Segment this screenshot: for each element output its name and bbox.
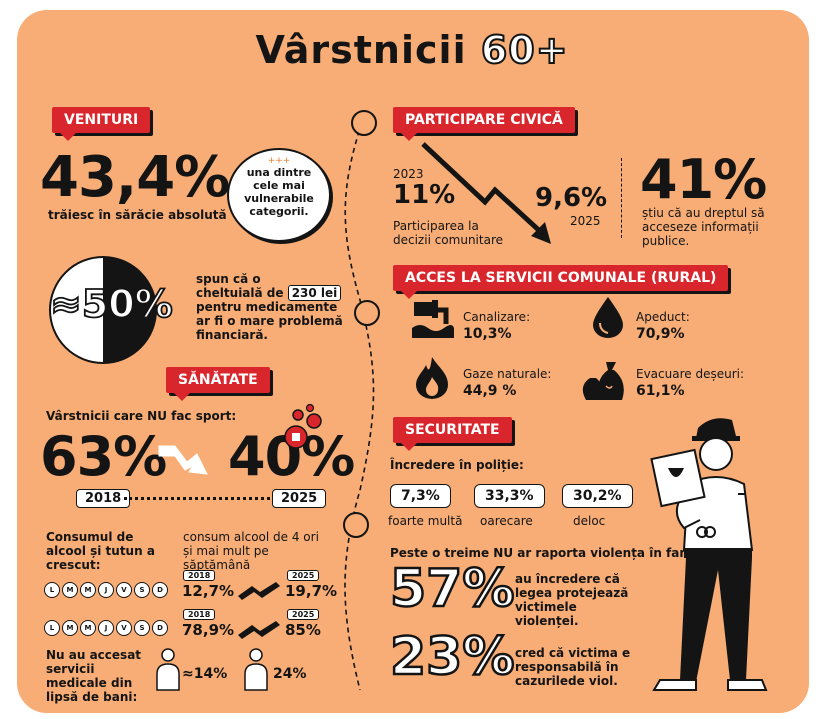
violence-label: Peste o treime NU ar raporta violența în… bbox=[390, 546, 717, 560]
day-icon: D bbox=[152, 582, 168, 598]
civic-desc: Participarea la decizii comunitare bbox=[393, 219, 503, 247]
weekdays-row-2: L M M J V S D bbox=[44, 620, 168, 636]
day-icon: M bbox=[80, 582, 96, 598]
pipe-icon bbox=[412, 300, 454, 338]
day-icon: V bbox=[116, 620, 132, 636]
service-value-deseuri: 61,1% bbox=[636, 383, 685, 399]
decline-arrow-icon bbox=[421, 142, 551, 244]
civic-value-2025: 9,6% bbox=[535, 183, 608, 213]
down-arrow-icon bbox=[158, 445, 208, 475]
police-trust-label: Încredere în poliție: bbox=[390, 458, 524, 472]
bubble-stars: +++ bbox=[267, 156, 291, 166]
person-icon bbox=[156, 648, 180, 691]
section-tag-sanatate: SĂNĂTATE bbox=[166, 367, 270, 401]
law-trust-desc: au încredere că legea protejează victime… bbox=[515, 572, 629, 628]
row2-year1: 2018 bbox=[183, 609, 216, 620]
pie-value: ≈50% bbox=[49, 281, 174, 327]
up-arrow-icon bbox=[238, 582, 280, 600]
person-icon bbox=[244, 648, 268, 691]
trust-label-high: foarte multă bbox=[388, 514, 463, 528]
row2-year2: 2025 bbox=[287, 609, 320, 620]
poverty-desc: trăiesc în sărăcie absolută bbox=[48, 208, 227, 222]
service-value-gaze: 44,9 % bbox=[463, 383, 517, 399]
day-icon: V bbox=[116, 582, 132, 598]
day-icon: L bbox=[44, 582, 60, 598]
sport-label: Vârstnicii care NU fac sport: bbox=[46, 409, 237, 423]
bubble-text: una dintre cele mai vulnerabile categori… bbox=[244, 166, 314, 218]
year-2025-badge: 2025 bbox=[272, 489, 327, 508]
law-trust-value: 57% bbox=[389, 559, 516, 619]
civic-year-2023: 2023 bbox=[393, 167, 424, 181]
timeline-node bbox=[351, 110, 377, 136]
day-icon: J bbox=[98, 582, 114, 598]
alcohol-label: Consumul de alcool și tutun a crescut: bbox=[46, 530, 155, 572]
police-officer-illustration bbox=[650, 418, 768, 691]
section-tag-participare: PARTICIPARE CIVICĂ bbox=[393, 107, 575, 141]
day-icon: S bbox=[134, 620, 150, 636]
service-name-canalizare: Canalizare: bbox=[463, 310, 531, 324]
day-icon: D bbox=[152, 620, 168, 636]
medicine-cost-text: spun că o cheltuială de 230 lei pentru m… bbox=[196, 272, 343, 342]
row1-year2: 2025 bbox=[287, 570, 320, 581]
up-arrow-icon bbox=[238, 621, 280, 639]
service-name-gaze: Gaze naturale: bbox=[463, 367, 552, 381]
day-icon: J bbox=[98, 620, 114, 636]
timeline-node bbox=[343, 512, 369, 538]
service-value-canalizare: 10,3% bbox=[463, 326, 512, 342]
year-2018-badge: 2018 bbox=[76, 489, 131, 508]
day-icon: S bbox=[134, 582, 150, 598]
timeline-node bbox=[354, 300, 380, 326]
trust-value-some: 33,3% bbox=[474, 484, 545, 508]
day-icon: L bbox=[44, 620, 60, 636]
weekdays-row-1: L M M J V S D bbox=[44, 582, 168, 598]
title-main: Vârstnicii bbox=[255, 28, 467, 72]
victim-blame-value: 23% bbox=[389, 627, 516, 687]
medical-value-1: ≈14% bbox=[182, 666, 228, 682]
likes-icon bbox=[284, 403, 322, 449]
trash-bags-icon bbox=[582, 362, 624, 400]
day-icon: M bbox=[62, 620, 78, 636]
alcohol-desc: consum alcool de 4 ori și mai mult pe să… bbox=[183, 530, 319, 572]
timeline-path bbox=[344, 121, 375, 691]
page-title: Vârstnicii 60+ bbox=[0, 27, 824, 73]
section-tag-securitate: SECURITATE bbox=[393, 417, 512, 451]
medical-label: Nu au accesat servicii medicale din lips… bbox=[46, 648, 142, 704]
sport-2018-value: 63% bbox=[40, 425, 167, 488]
title-age: 60+ bbox=[480, 27, 569, 73]
info-rights-value: 41% bbox=[640, 148, 767, 211]
year-connector bbox=[124, 497, 270, 500]
day-icon: M bbox=[80, 620, 96, 636]
section-tag-acces: ACCES LA SERVICII COMUNALE (RURAL) bbox=[393, 265, 729, 299]
cost-amount-badge: 230 lei bbox=[287, 285, 342, 301]
row1-value1: 12,7% bbox=[182, 582, 235, 600]
water-drop-icon bbox=[593, 297, 623, 338]
vulnerable-bubble: +++ una dintre cele mai vulnerabile cate… bbox=[227, 148, 331, 242]
row1-value2: 19,7% bbox=[285, 582, 338, 600]
section-tag-venituri: VENITURI bbox=[52, 107, 151, 141]
service-value-apeduct: 70,9% bbox=[636, 326, 685, 342]
trust-value-high: 7,3% bbox=[390, 484, 451, 508]
trust-label-none: deloc bbox=[573, 514, 606, 528]
row1-year1: 2018 bbox=[183, 570, 216, 581]
row2-value1: 78,9% bbox=[182, 621, 235, 639]
civic-year-2025: 2025 bbox=[570, 214, 601, 228]
day-icon: M bbox=[62, 582, 78, 598]
civic-value-2023: 11% bbox=[393, 180, 456, 210]
medical-value-2: 24% bbox=[273, 666, 307, 682]
flame-icon bbox=[416, 357, 448, 399]
info-rights-desc: știu că au dreptul să acceseze informați… bbox=[642, 206, 765, 248]
poverty-value: 43,4% bbox=[40, 145, 230, 210]
service-name-deseuri: Evacuare deșeuri: bbox=[636, 367, 745, 381]
civic-divider bbox=[621, 158, 622, 238]
trust-value-none: 30,2% bbox=[562, 484, 633, 508]
victim-blame-desc: cred că victima e responsabilă în cazuri… bbox=[515, 646, 631, 688]
service-name-apeduct: Apeduct: bbox=[636, 310, 690, 324]
half-pie-chart bbox=[49, 256, 157, 364]
trust-label-some: oarecare bbox=[480, 514, 533, 528]
row2-value2: 85% bbox=[285, 621, 321, 639]
